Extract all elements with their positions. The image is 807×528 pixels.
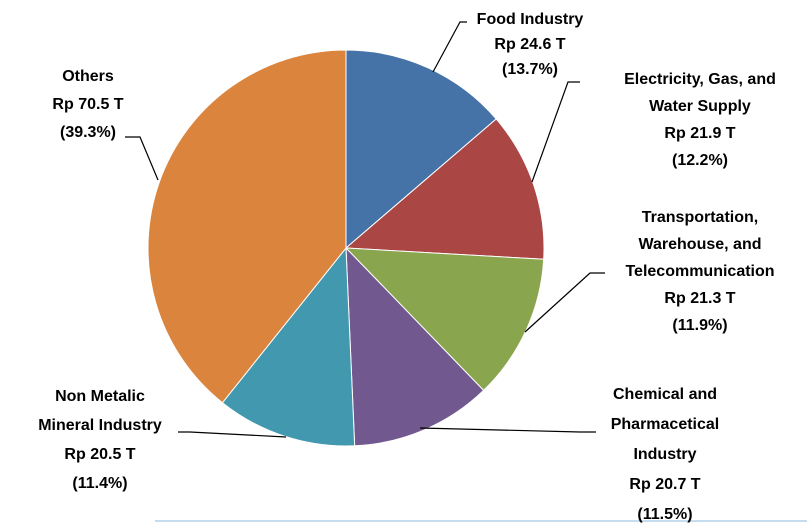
percent-label: (11.4%) (72, 475, 127, 492)
value-label: Rp 21.9 T (664, 125, 735, 142)
pie-slice (147, 49, 347, 404)
leader-line (125, 136, 159, 181)
pie-slice (345, 49, 497, 250)
leader-line (524, 272, 605, 333)
slice-label: Food Industry (477, 11, 584, 28)
slice-label: Electricity, Gas, and (624, 71, 776, 88)
percent-label: (39.3%) (60, 124, 116, 141)
pie-slice (221, 246, 356, 447)
slice-label: Industry (633, 446, 696, 463)
value-label: Rp 20.5 T (64, 446, 135, 463)
value-label: Rp 20.7 T (629, 476, 700, 493)
leader-line (419, 427, 596, 433)
slice-label: Transportation, (642, 209, 758, 226)
leader-line (178, 431, 287, 438)
slice-label: Non Metalic (55, 388, 145, 405)
slice-label: Pharmacetical (611, 416, 720, 433)
percent-label: (11.5%) (637, 506, 692, 523)
leader-line (531, 81, 580, 183)
pie-slice (345, 246, 485, 447)
percent-label: (13.7%) (502, 61, 558, 78)
percent-label: (12.2%) (672, 152, 728, 169)
value-label: Rp 70.5 T (52, 96, 123, 113)
slice-label: Telecommunication (625, 263, 774, 280)
slice-label: Chemical and (613, 386, 717, 403)
value-label: Rp 21.3 T (664, 290, 735, 307)
percent-label: (11.9%) (672, 317, 727, 334)
slice-label: Warehouse, and (639, 236, 762, 253)
value-label: Rp 24.6 T (494, 36, 565, 53)
slice-label: Mineral Industry (38, 417, 162, 434)
slice-label: Water Supply (649, 98, 751, 115)
slice-label: Others (62, 68, 114, 85)
pie-slice (344, 118, 545, 260)
leader-line (432, 21, 467, 73)
